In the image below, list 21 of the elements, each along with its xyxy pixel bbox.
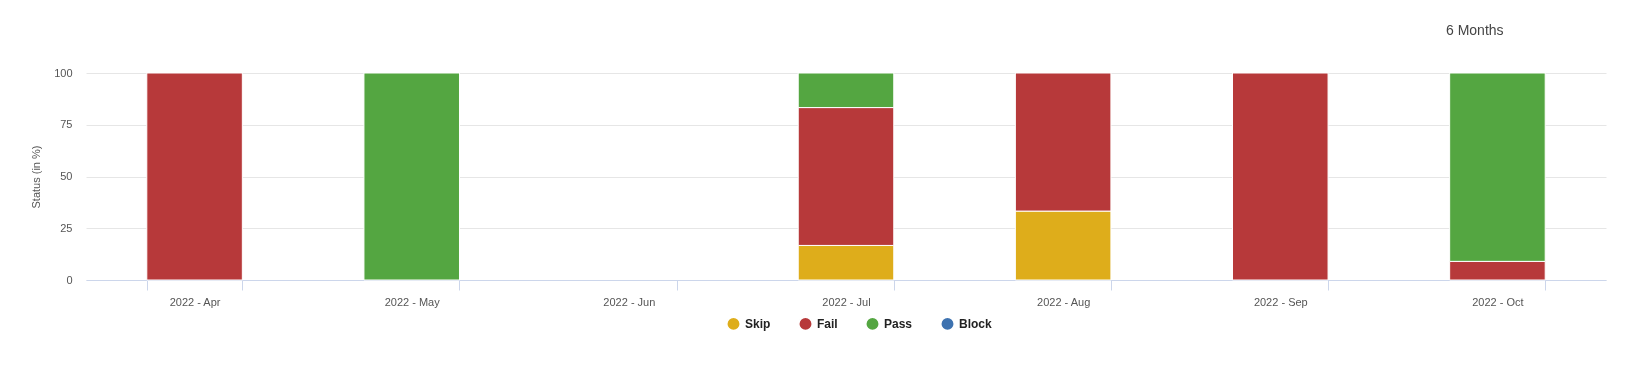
text: 6 Months <box>1446 22 1504 38</box>
y-tick-label: 25 <box>60 221 73 234</box>
bar <box>146 72 243 281</box>
y-tick-label: 75 <box>60 118 73 131</box>
legend-label: Fail <box>817 316 838 331</box>
x-tick-label: 2022 - Jul <box>822 295 871 308</box>
x-tick-label: 2022 - Oct <box>1472 295 1524 308</box>
x-tick-label: 2022 - Apr <box>169 295 221 308</box>
x-tick-label: 2022 - May <box>384 295 441 308</box>
y-tick-label: 100 <box>54 66 73 79</box>
legend-label: Skip <box>745 316 771 331</box>
y-tick-label: 50 <box>60 170 73 182</box>
legend-label: Block <box>959 316 992 331</box>
bar <box>363 72 460 281</box>
legend-label: Pass <box>884 316 913 331</box>
x-tick-label: 2022 - Jun <box>603 295 656 308</box>
x-tick-label: 2022 - Sep <box>1253 295 1308 308</box>
y-axis-title: Status (in %) <box>30 145 43 209</box>
bar <box>1232 72 1329 281</box>
y-tick-label: 0 <box>66 273 73 286</box>
x-tick-label: 2022 - Aug <box>1037 295 1091 308</box>
